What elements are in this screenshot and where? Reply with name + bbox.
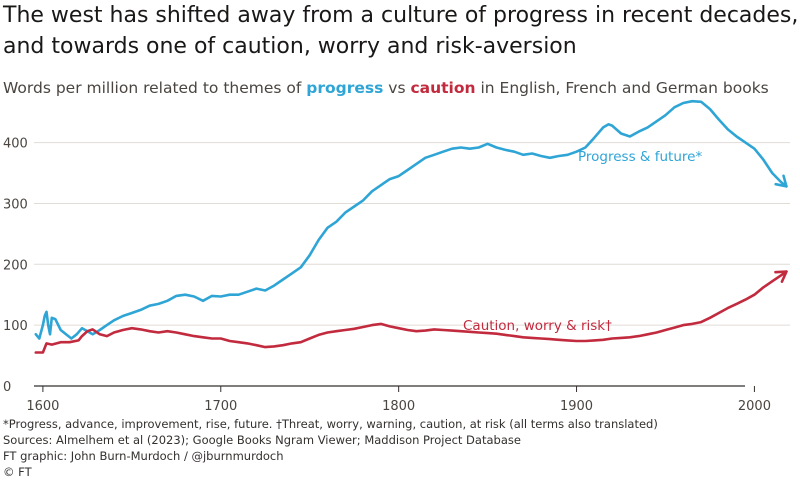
x-tick-label-1700: 1700: [204, 399, 237, 414]
sources-note: Sources: Almelhem et al (2023); Google B…: [3, 432, 658, 448]
y-tick-label-100: 100: [3, 319, 28, 334]
x-tick-label-1600: 1600: [26, 399, 59, 414]
y-tick-label-300: 300: [3, 197, 28, 212]
series-lines: [36, 101, 787, 352]
line-chart: 0 100 200 300 400 1600 1700 1800 1900 2000 Progre…: [0, 0, 800, 485]
y-tick-label-200: 200: [3, 258, 28, 273]
progress-series-label: Progress & future*: [578, 149, 702, 165]
y-tick-label-0: 0: [3, 380, 11, 395]
progress-series-line: [36, 101, 787, 338]
x-tick-label-1900: 1900: [560, 399, 593, 414]
x-tick-label-1800: 1800: [382, 399, 415, 414]
x-tick-label-2000: 2000: [738, 399, 771, 414]
caution-series-line: [36, 272, 787, 353]
credit-note: FT graphic: John Burn-Murdoch / @jburnmu…: [3, 448, 658, 464]
axes: 0 100 200 300 400 1600 1700 1800 1900 2000: [3, 137, 771, 414]
footnote: *Progress, advance, improvement, rise, f…: [3, 416, 658, 432]
gridlines: [34, 143, 790, 326]
series-labels: Progress & future* Caution, worry & risk†: [463, 149, 702, 334]
y-tick-label-400: 400: [3, 137, 28, 152]
copyright-note: © FT: [3, 464, 658, 480]
caution-series-label: Caution, worry & risk†: [463, 318, 612, 334]
chart-footer: *Progress, advance, improvement, rise, f…: [3, 416, 658, 480]
